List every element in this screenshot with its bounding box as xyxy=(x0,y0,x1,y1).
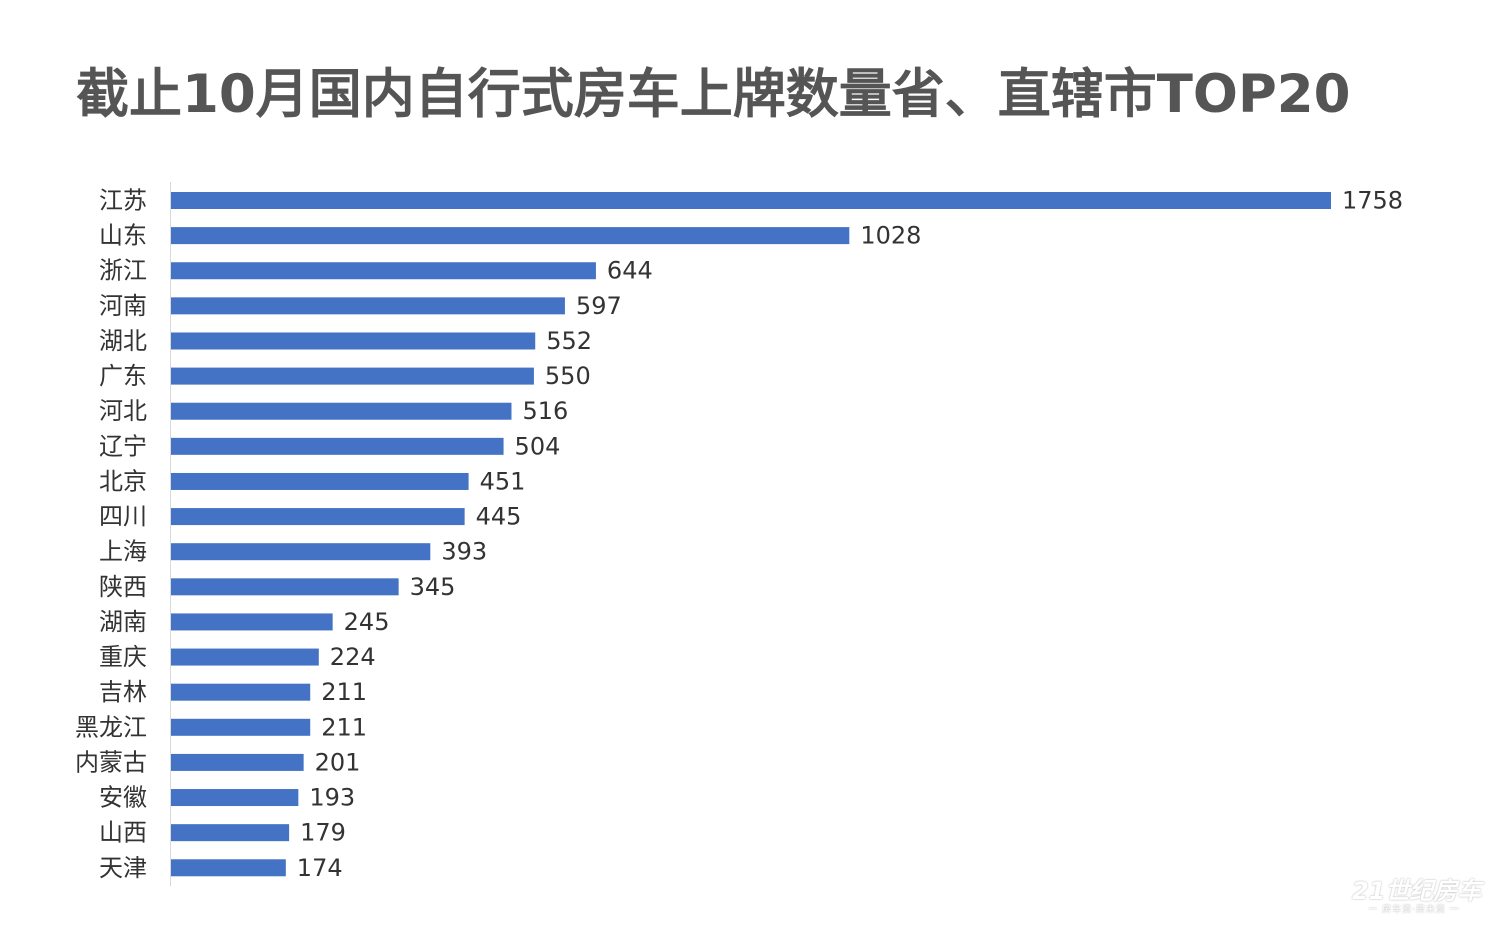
bar-18 xyxy=(171,824,290,842)
bars-group xyxy=(171,192,1331,877)
bar-5 xyxy=(171,367,534,385)
bar-1 xyxy=(171,227,850,245)
value-label-2: 644 xyxy=(607,257,653,285)
value-label-18: 179 xyxy=(300,819,346,847)
value-label-13: 224 xyxy=(330,643,376,671)
bar-4 xyxy=(171,332,536,350)
value-label-19: 174 xyxy=(297,854,343,882)
bar-6 xyxy=(171,402,512,420)
value-label-6: 516 xyxy=(522,397,568,425)
value-label-4: 552 xyxy=(546,327,592,355)
category-label-11: 陕西 xyxy=(99,573,147,601)
category-label-14: 吉林 xyxy=(99,678,147,706)
bar-14 xyxy=(171,683,311,701)
category-labels-group: 江苏山东浙江河南湖北广东河北辽宁北京四川上海陕西湖南重庆吉林黑龙江内蒙古安徽山西… xyxy=(75,187,147,882)
category-label-4: 湖北 xyxy=(99,327,147,355)
bar-2 xyxy=(171,262,596,280)
bar-7 xyxy=(171,437,504,455)
value-label-1: 1028 xyxy=(860,222,921,250)
category-label-2: 浙江 xyxy=(99,257,147,285)
category-label-8: 北京 xyxy=(99,467,147,495)
category-label-6: 河北 xyxy=(99,397,147,425)
category-label-5: 广东 xyxy=(99,362,147,390)
category-label-16: 内蒙古 xyxy=(75,748,147,776)
category-label-1: 山东 xyxy=(99,222,147,250)
watermark-logo-text: 21世纪房车 xyxy=(1352,877,1482,905)
value-label-17: 193 xyxy=(309,784,355,812)
bar-11 xyxy=(171,578,399,596)
category-label-15: 黑龙江 xyxy=(75,713,147,741)
bar-8 xyxy=(171,472,469,490)
bar-9 xyxy=(171,508,465,526)
bar-15 xyxy=(171,718,311,736)
category-label-18: 山西 xyxy=(99,819,147,847)
category-label-9: 四川 xyxy=(99,503,147,531)
bar-19 xyxy=(171,859,286,877)
category-label-19: 天津 xyxy=(99,854,147,882)
category-label-12: 湖南 xyxy=(99,608,147,636)
value-label-7: 504 xyxy=(515,432,561,460)
value-label-11: 345 xyxy=(410,573,456,601)
value-label-15: 211 xyxy=(321,713,367,741)
bar-12 xyxy=(171,613,333,631)
value-label-0: 1758 xyxy=(1342,187,1403,215)
category-label-3: 河南 xyxy=(99,292,147,320)
value-label-5: 550 xyxy=(545,362,591,390)
category-label-10: 上海 xyxy=(99,538,147,566)
watermark-logo: 21世纪房车 一 房车资·房未资 一 xyxy=(1352,877,1482,916)
value-label-16: 201 xyxy=(315,748,361,776)
value-label-10: 393 xyxy=(441,538,487,566)
category-label-17: 安徽 xyxy=(99,784,147,812)
value-label-12: 245 xyxy=(344,608,390,636)
bar-0 xyxy=(171,192,1331,209)
value-label-8: 451 xyxy=(480,467,526,495)
bar-13 xyxy=(171,648,319,666)
bar-10 xyxy=(171,543,431,561)
category-label-7: 辽宁 xyxy=(99,432,147,460)
value-label-9: 445 xyxy=(476,503,522,531)
category-label-0: 江苏 xyxy=(99,187,147,215)
value-labels-group: 1758 1028 644 597 552 550 516 504 451 445 393 345 24… xyxy=(297,187,1403,882)
chart-title: 截止10月国内自行式房车上牌数量省、直辖市TOP20 xyxy=(76,64,1351,125)
category-label-13: 重庆 xyxy=(99,643,147,671)
value-label-14: 211 xyxy=(321,678,367,706)
bar-17 xyxy=(171,789,299,807)
watermark-slogan: 一 房车资·房未资 一 xyxy=(1368,905,1460,915)
value-label-3: 597 xyxy=(576,292,622,320)
bar-16 xyxy=(171,753,304,771)
bar-3 xyxy=(171,297,565,315)
